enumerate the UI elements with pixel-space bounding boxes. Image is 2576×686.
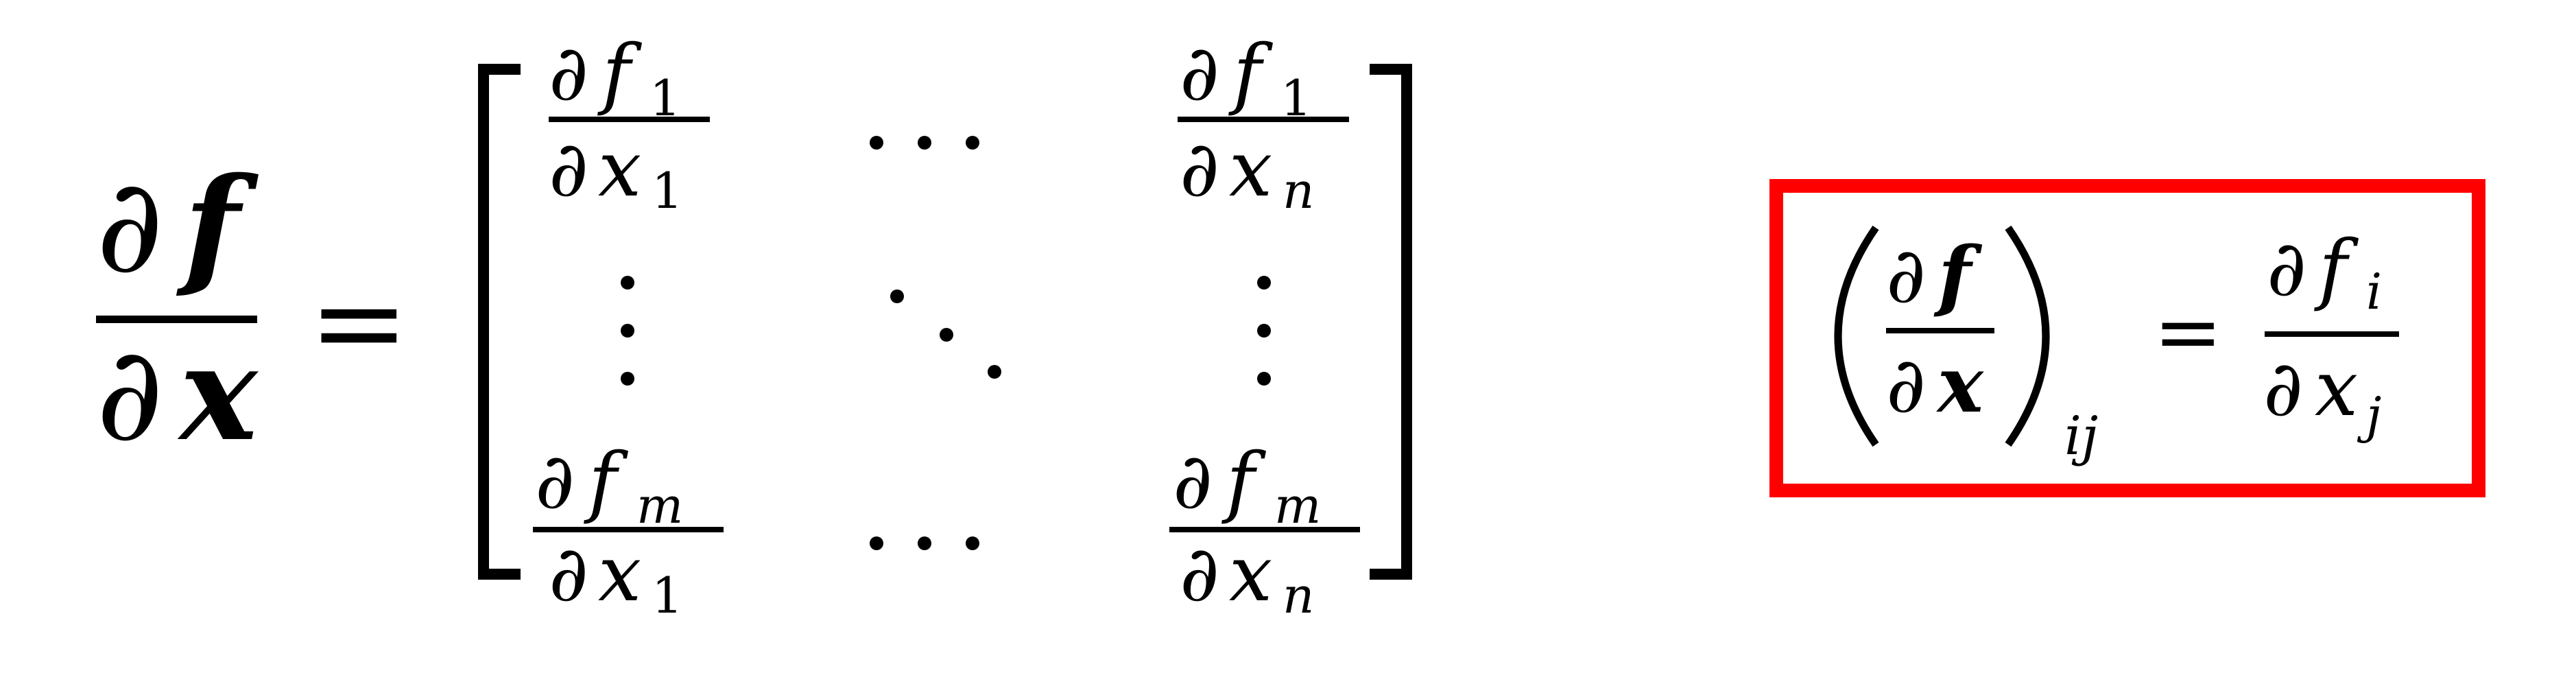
svg-text:x: x [2315, 344, 2358, 434]
svg-text:∂: ∂ [1180, 530, 1219, 619]
matrix-top-right: ∂ f 1 ∂ x n [1178, 29, 1349, 220]
svg-text:∂: ∂ [549, 125, 588, 214]
matrix-right-bracket [1370, 64, 1412, 580]
right-paren [2005, 225, 2050, 447]
lhs-den-var: x [177, 317, 259, 470]
svg-text:m: m [636, 477, 683, 534]
svg-text:f: f [2314, 224, 2359, 314]
boxed-formula: ∂ f ∂ x ij = ∂ f i ∂ x j [1834, 224, 2399, 467]
svg-text:m: m [1274, 477, 1321, 534]
svg-text:i: i [2366, 263, 2382, 320]
matrix-top-left: ∂ f 1 ∂ x 1 [549, 29, 710, 220]
svg-text:∂: ∂ [1180, 125, 1219, 214]
matrix-left-vdots [621, 276, 634, 386]
matrix-diagonal-dots [890, 289, 1001, 379]
svg-text:∂: ∂ [549, 530, 588, 619]
left-paren [1834, 225, 1879, 447]
svg-text:x: x [598, 125, 641, 214]
svg-text:f: f [1221, 437, 1267, 526]
svg-text:∂: ∂ [2263, 344, 2303, 434]
svg-text:f: f [597, 29, 643, 118]
svg-text:∂: ∂ [1886, 231, 1926, 320]
lhs-equals: = [309, 253, 409, 392]
svg-text:∂: ∂ [1173, 437, 1213, 526]
matrix-bottom-hdots [870, 536, 979, 550]
svg-text:x: x [1229, 530, 1272, 619]
lhs-num-var: f [176, 149, 259, 302]
highlight-box [1769, 179, 2485, 497]
matrix-left-bracket [478, 64, 521, 580]
lhs-num-partial: ∂ [96, 150, 163, 302]
svg-text:x: x [1229, 125, 1272, 214]
svg-text:∂: ∂ [535, 437, 575, 526]
svg-text:x: x [1936, 340, 1984, 430]
svg-text:f: f [584, 437, 629, 526]
svg-text:j: j [2357, 386, 2381, 444]
paren-subscript: ij [2064, 405, 2098, 467]
svg-text:∂: ∂ [549, 29, 588, 118]
svg-text:f: f [1228, 29, 1274, 118]
lhs-fraction: ∂ f ∂ x [96, 149, 259, 470]
svg-text:∂: ∂ [1886, 341, 1926, 430]
svg-text:∂: ∂ [1180, 29, 1219, 118]
matrix-right-vdots [1257, 276, 1271, 386]
matrix-top-hdots [870, 136, 979, 150]
svg-text:1: 1 [652, 162, 683, 220]
svg-text:∂: ∂ [2267, 224, 2306, 314]
svg-text:x: x [598, 530, 641, 619]
svg-text:f: f [1933, 230, 1983, 320]
lhs-fraction-bar [96, 316, 257, 323]
svg-text:n: n [1283, 162, 1314, 220]
svg-text:n: n [1283, 567, 1314, 624]
boxed-equals: = [2154, 285, 2223, 380]
svg-text:1: 1 [652, 567, 683, 624]
lhs-den-partial: ∂ [96, 318, 163, 470]
matrix-bottom-left: ∂ f m ∂ x 1 [533, 437, 724, 624]
matrix-bottom-right: ∂ f m ∂ x n [1169, 437, 1360, 624]
